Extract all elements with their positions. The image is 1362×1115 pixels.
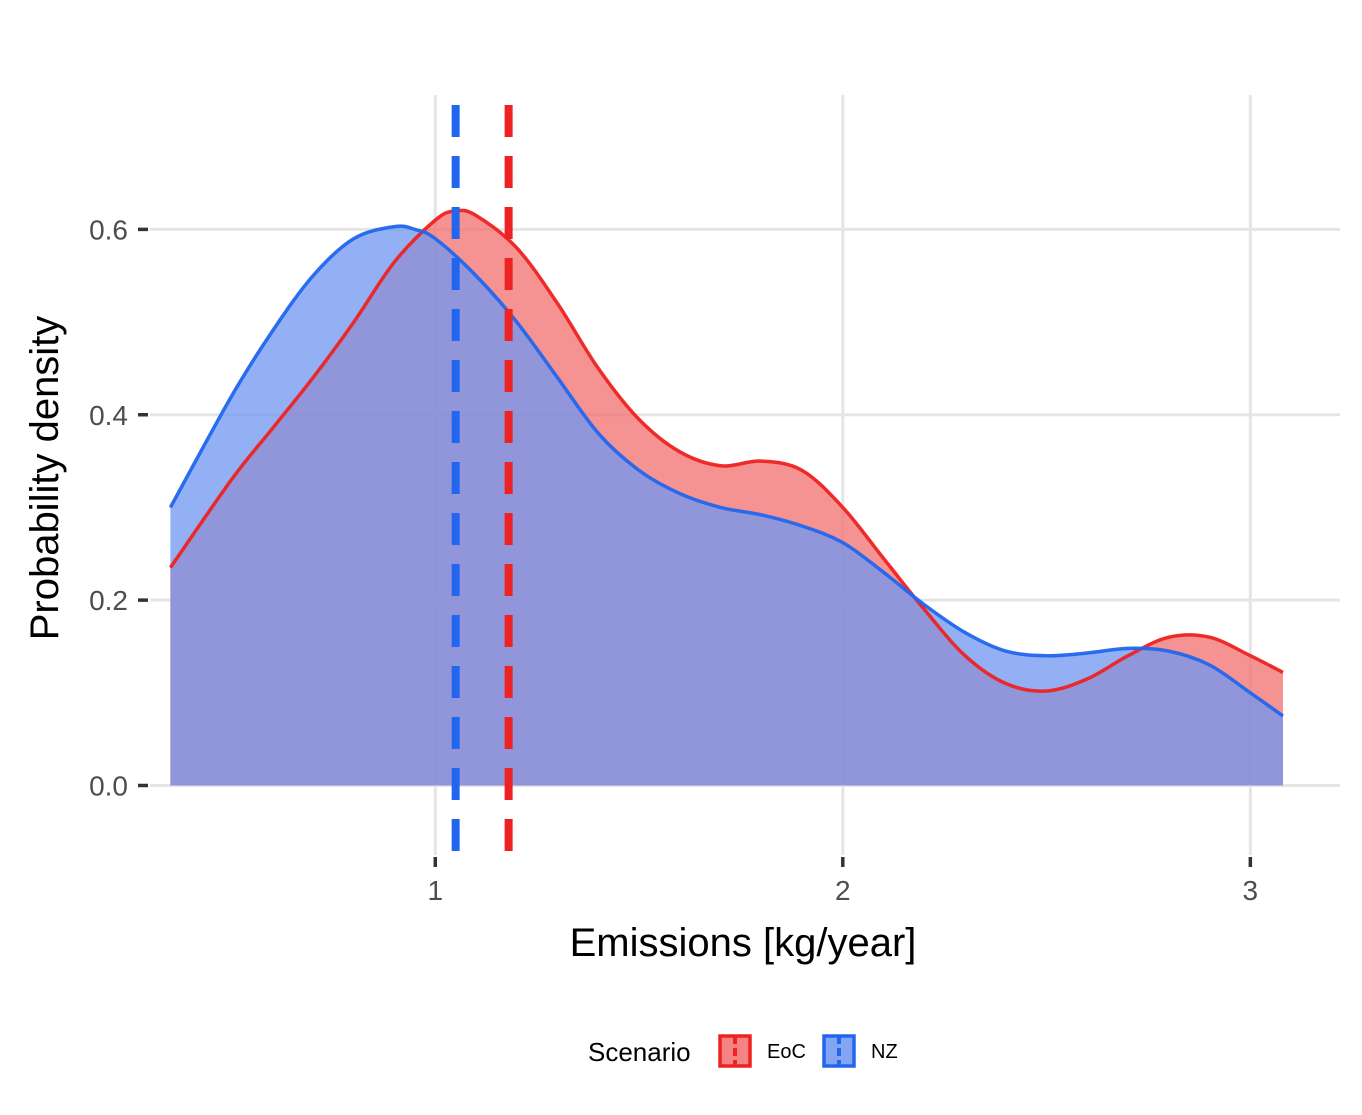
legend-title: Scenario (588, 1037, 691, 1067)
x-axis-title: Emissions [kg/year] (570, 921, 917, 965)
density-line-nz (168, 224, 1284, 718)
density-area-nz (170, 226, 1283, 786)
legend: Scenario EoC NZ (588, 1034, 898, 1068)
y-axis-title: Probability density (23, 316, 67, 641)
density-line-eoc (168, 208, 1284, 693)
x-tick-label: 2 (835, 875, 851, 906)
axes: 0.0 0.2 0.4 0.6 1 2 3 (89, 214, 1258, 906)
x-tick-label: 1 (427, 875, 443, 906)
x-tick-label: 3 (1243, 875, 1259, 906)
mean-lines (451, 105, 513, 853)
y-tick-label: 0.6 (89, 214, 128, 245)
y-tick-label: 0.2 (89, 585, 128, 616)
y-tick-label: 0.0 (89, 770, 128, 801)
y-tick-label: 0.4 (89, 400, 128, 431)
legend-label-eoc: EoC (767, 1041, 806, 1063)
legend-label-nz: NZ (871, 1041, 898, 1063)
density-areas (168, 208, 1284, 786)
